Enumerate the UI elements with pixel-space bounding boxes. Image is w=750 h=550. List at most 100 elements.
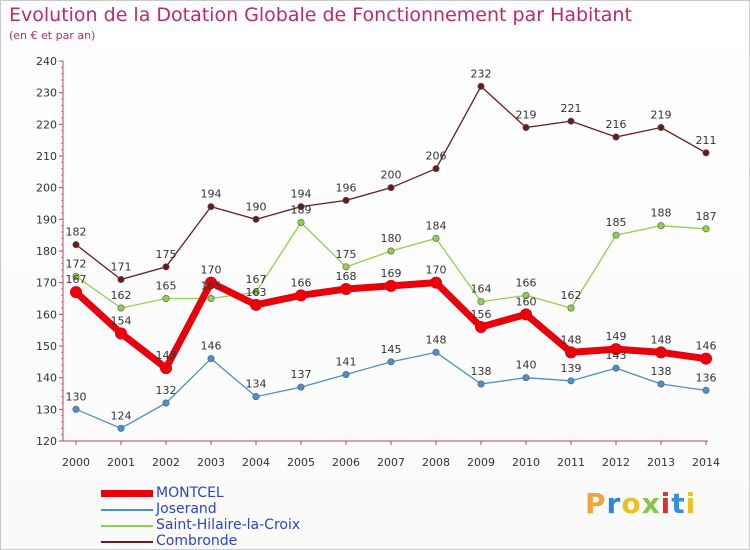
data-point: [295, 289, 307, 302]
data-label: 185: [606, 216, 627, 229]
data-point: [162, 294, 170, 302]
data-label: 148: [651, 333, 672, 346]
data-label: 167: [66, 273, 87, 286]
data-label: 165: [201, 280, 222, 293]
data-point: [655, 346, 667, 359]
data-label: 166: [516, 276, 537, 289]
legend-swatch: [101, 490, 153, 497]
y-tick-label: 130: [36, 403, 57, 416]
data-label: 168: [336, 270, 357, 283]
data-point: [207, 203, 215, 211]
data-label: 162: [111, 289, 132, 302]
logo-letter: o: [621, 487, 642, 520]
data-label: 196: [336, 181, 357, 194]
y-tick-label: 190: [36, 213, 57, 226]
data-label: 172: [66, 257, 87, 270]
data-point: [387, 247, 395, 255]
data-label: 200: [381, 169, 402, 182]
data-label: 162: [561, 289, 582, 302]
y-tick-label: 220: [36, 118, 57, 131]
x-tick-label: 2014: [692, 456, 720, 469]
data-label: 166: [291, 276, 312, 289]
data-label: 219: [516, 109, 537, 122]
data-label: 136: [696, 371, 717, 384]
data-point: [522, 291, 530, 299]
x-tick-label: 2005: [287, 456, 315, 469]
x-tick-label: 2007: [377, 456, 405, 469]
data-point: [385, 279, 397, 292]
data-label: 182: [66, 226, 87, 239]
y-tick-label: 170: [36, 277, 57, 290]
data-label: 180: [381, 232, 402, 245]
data-point: [700, 352, 712, 365]
chart-subtitle: (en € et par an): [9, 29, 96, 42]
y-tick-label: 120: [36, 435, 57, 448]
x-tick-label: 2012: [602, 456, 630, 469]
data-label: 194: [201, 188, 222, 201]
x-tick-label: 2010: [512, 456, 540, 469]
legend-swatch: [101, 525, 153, 527]
data-label: 175: [156, 248, 177, 261]
data-point: [205, 276, 217, 289]
data-point: [612, 364, 620, 372]
data-point: [342, 370, 350, 378]
data-label: 148: [561, 333, 582, 346]
data-label: 156: [471, 308, 492, 321]
logo-letter: r: [606, 487, 622, 520]
data-label: 189: [291, 204, 312, 217]
data-label: 165: [156, 280, 177, 293]
data-label: 167: [246, 273, 267, 286]
data-label: 184: [426, 219, 447, 232]
x-tick-label: 2003: [197, 456, 225, 469]
data-point: [657, 222, 665, 230]
data-label: 141: [336, 356, 357, 369]
logo-letter: i: [685, 487, 697, 520]
x-tick-label: 2004: [242, 456, 270, 469]
data-label: 148: [426, 333, 447, 346]
logo-letter: t: [671, 487, 686, 520]
data-point: [522, 124, 530, 132]
data-point: [297, 383, 305, 391]
data-label: 216: [606, 118, 627, 131]
data-point: [657, 124, 665, 132]
data-label: 134: [246, 378, 267, 391]
data-point: [72, 405, 80, 413]
y-tick-label: 230: [36, 87, 57, 100]
data-label: 211: [696, 134, 717, 147]
data-point: [387, 184, 395, 192]
legend-label: Saint-Hilaire-la-Croix: [156, 517, 301, 533]
data-point: [252, 215, 260, 223]
data-point: [702, 149, 710, 157]
legend-label: MONTCEL: [156, 485, 224, 501]
data-point: [432, 348, 440, 356]
data-label: 143: [156, 349, 177, 362]
y-tick-label: 140: [36, 372, 57, 385]
data-point: [612, 231, 620, 239]
data-point: [565, 346, 577, 359]
data-point: [567, 377, 575, 385]
data-point: [520, 308, 532, 321]
x-tick-label: 2006: [332, 456, 360, 469]
data-label: 138: [471, 365, 492, 378]
data-label: 221: [561, 102, 582, 115]
data-label: 138: [651, 365, 672, 378]
data-label: 160: [516, 295, 537, 308]
data-point: [657, 380, 665, 388]
data-label: 163: [246, 286, 267, 299]
data-point: [342, 196, 350, 204]
data-label: 219: [651, 109, 672, 122]
x-tick-label: 2011: [557, 456, 585, 469]
y-tick-label: 210: [36, 150, 57, 163]
legend-swatch: [101, 509, 153, 511]
data-label: 169: [381, 267, 402, 280]
data-label: 154: [111, 314, 132, 327]
x-tick-label: 2009: [467, 456, 495, 469]
logo-letter: x: [641, 487, 661, 520]
data-label: 232: [471, 67, 492, 80]
data-point: [297, 219, 305, 227]
data-point: [432, 234, 440, 242]
data-label: 175: [336, 248, 357, 261]
data-label: 146: [201, 340, 222, 353]
